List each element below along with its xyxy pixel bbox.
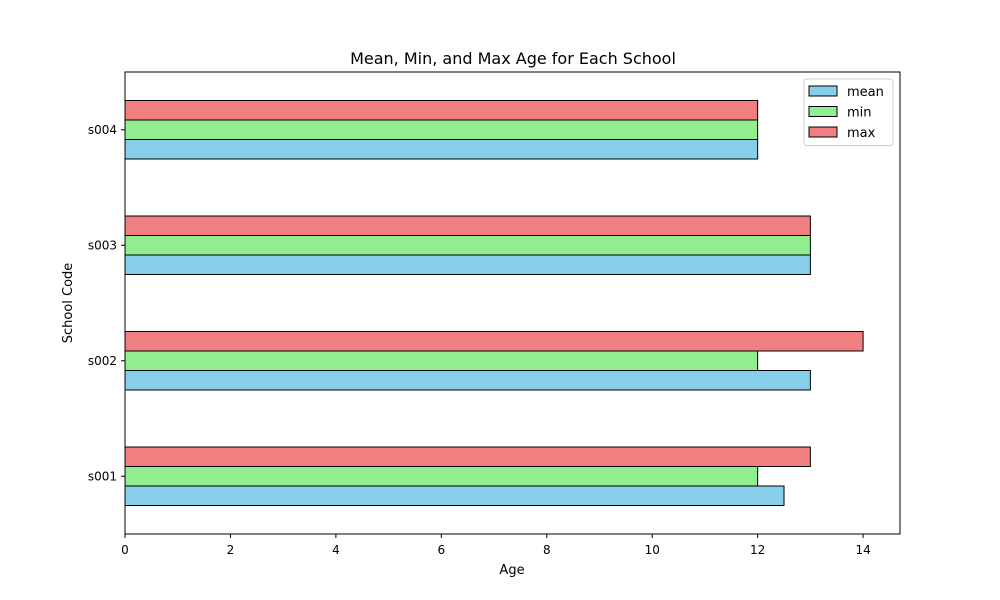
- y-tick-label: s002: [88, 354, 117, 368]
- y-tick-label: s003: [88, 238, 117, 252]
- bar-max-s004: [124, 100, 759, 121]
- legend-swatch-max: [808, 126, 838, 138]
- legend: mean min max: [803, 78, 894, 146]
- chart-title: Mean, Min, and Max Age for Each School: [350, 49, 676, 68]
- x-tick-label: 4: [332, 543, 340, 557]
- y-axis: s001 s002 s003 s004: [88, 123, 125, 483]
- bar-mean-s001: [124, 485, 785, 506]
- legend-label-max: max: [847, 126, 876, 141]
- bars-group: [124, 100, 864, 506]
- bar-mean-s004: [124, 139, 759, 160]
- bar-max-s001: [124, 446, 811, 467]
- y-tick-label: s004: [88, 123, 117, 137]
- x-tick-label: 10: [645, 543, 660, 557]
- legend-label-mean: mean: [847, 85, 884, 100]
- bar-mean-s002: [124, 370, 811, 391]
- bar-min-s001: [124, 466, 759, 487]
- y-axis-label: School Code: [61, 263, 76, 344]
- y-tick-label: s001: [88, 469, 117, 483]
- bar-max-s002: [124, 331, 864, 352]
- x-axis: 0 2 4 6 8 10 12 14: [121, 534, 871, 557]
- legend-swatch-min: [808, 106, 838, 117]
- bar-min-s002: [124, 350, 759, 371]
- x-tick-label: 12: [750, 543, 765, 557]
- x-tick-label: 6: [438, 543, 446, 557]
- x-tick-label: 8: [543, 543, 551, 557]
- bar-mean-s003: [124, 254, 811, 275]
- bar-min-s003: [124, 235, 811, 256]
- x-tick-label: 2: [227, 543, 235, 557]
- legend-swatch-mean: [808, 85, 838, 97]
- legend-label-min: min: [847, 106, 872, 121]
- bar-min-s004: [124, 119, 759, 140]
- plot-frame: [124, 71, 901, 535]
- bar-max-s003: [124, 215, 811, 236]
- x-tick-label: 0: [121, 543, 129, 557]
- x-tick-label: 14: [855, 543, 870, 557]
- x-axis-label: Age: [499, 563, 524, 578]
